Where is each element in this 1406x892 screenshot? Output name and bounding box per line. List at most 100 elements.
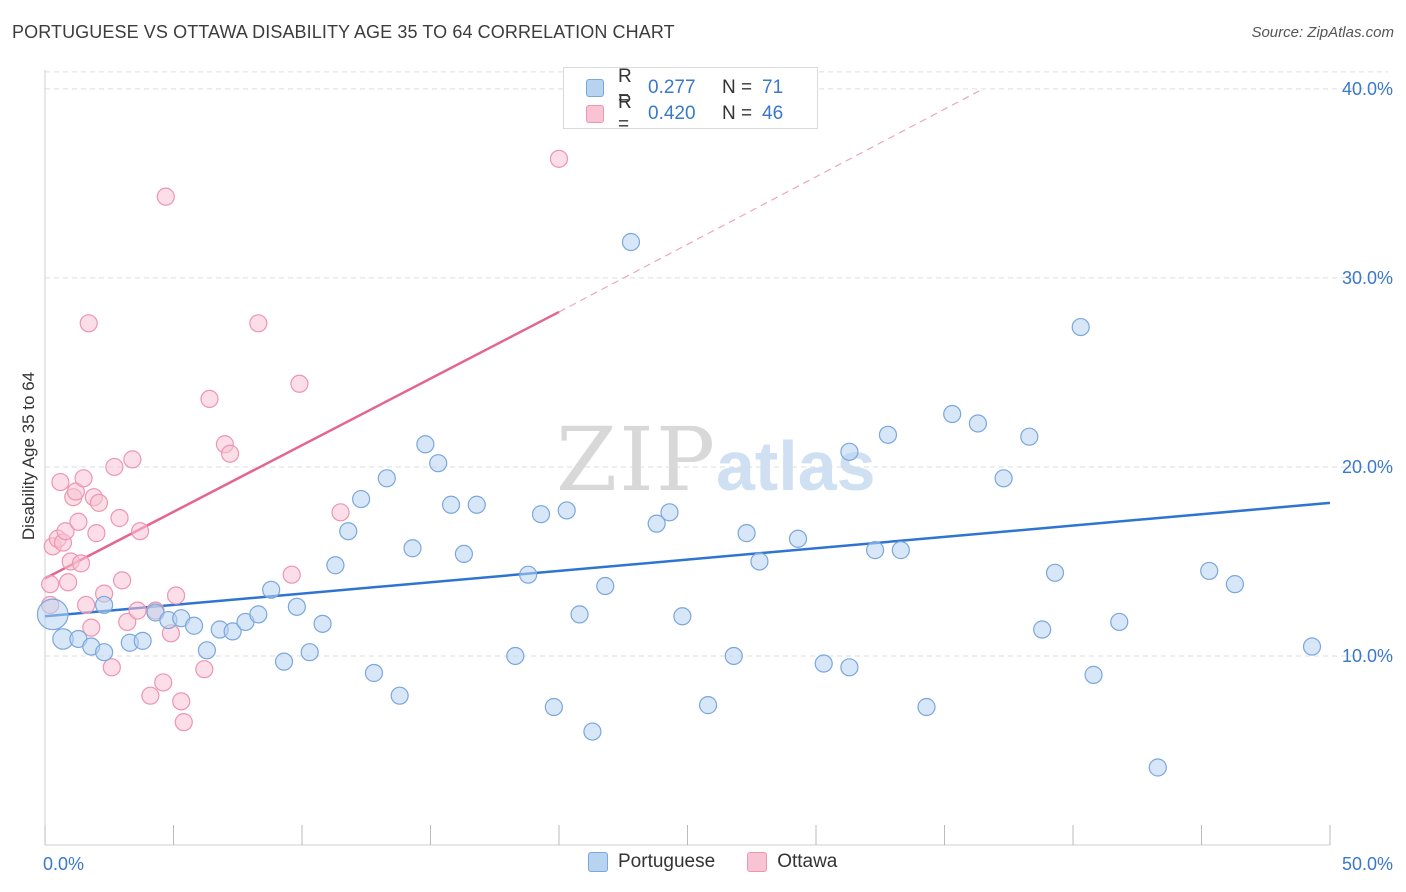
r-value: 0.420 bbox=[648, 103, 696, 124]
portuguese-point bbox=[724, 646, 743, 666]
gridlines bbox=[45, 71, 1388, 657]
source-label: Source: ZipAtlas.com bbox=[1251, 24, 1394, 41]
watermark-atlas: atlas bbox=[716, 427, 876, 505]
ottawa-point bbox=[82, 618, 101, 637]
portuguese-point bbox=[583, 722, 602, 741]
portuguese-point bbox=[287, 597, 306, 616]
legend-swatch-ottawa bbox=[747, 852, 768, 872]
ottawa-point bbox=[195, 660, 214, 679]
ottawa-point bbox=[130, 522, 150, 541]
n-value: 46 bbox=[762, 103, 784, 124]
ottawa-point bbox=[105, 457, 124, 477]
watermark: ZIP atlas bbox=[556, 408, 876, 511]
ottawa-point bbox=[141, 686, 160, 705]
portuguese-point bbox=[994, 469, 1013, 488]
ottawa-point bbox=[174, 713, 193, 732]
portuguese-point bbox=[814, 654, 833, 673]
portuguese-point bbox=[866, 541, 885, 560]
portuguese-point bbox=[326, 556, 345, 575]
portuguese-point bbox=[364, 663, 384, 683]
portuguese-point bbox=[36, 598, 69, 631]
portuguese-point bbox=[570, 605, 589, 624]
portuguese-point bbox=[274, 652, 294, 671]
ottawa-point bbox=[172, 692, 191, 711]
ottawa-point bbox=[166, 586, 186, 605]
ottawa-point bbox=[112, 571, 132, 590]
ottawa-point bbox=[331, 503, 350, 522]
legend-item-portuguese[interactable]: Portuguese bbox=[588, 851, 715, 873]
portuguese-point bbox=[1020, 427, 1039, 446]
series-legend: Portuguese Ottawa bbox=[588, 851, 869, 873]
ottawa-point bbox=[79, 314, 98, 333]
portuguese-point bbox=[1110, 612, 1129, 632]
legend-swatch-portuguese bbox=[586, 79, 604, 97]
portuguese-point bbox=[403, 539, 422, 558]
portuguese-point bbox=[197, 641, 217, 660]
portuguese-point bbox=[223, 622, 242, 641]
portuguese-point bbox=[262, 580, 281, 599]
ottawa-point bbox=[71, 554, 91, 573]
ottawa-point bbox=[74, 469, 93, 488]
portuguese-point bbox=[891, 541, 910, 560]
portuguese-point bbox=[506, 646, 525, 666]
portuguese-point bbox=[647, 514, 666, 533]
axes bbox=[44, 70, 1331, 846]
ottawa-point bbox=[249, 314, 268, 333]
portuguese-point bbox=[352, 489, 371, 509]
ottawa-point bbox=[118, 612, 137, 632]
ottawa-point bbox=[549, 149, 569, 168]
x-tick-label: 50.0% bbox=[1342, 854, 1393, 874]
portuguese-point bbox=[1302, 637, 1322, 656]
portuguese-point bbox=[557, 501, 576, 520]
tick-labels: 10.0% 20.0% 30.0% 40.0% 0.0% 50.0% bbox=[43, 79, 1393, 874]
portuguese-point bbox=[133, 631, 152, 650]
ottawa-point bbox=[41, 575, 60, 594]
portuguese-point bbox=[441, 495, 461, 514]
legend-item-ottawa[interactable]: Ottawa bbox=[747, 851, 837, 873]
portuguese-point bbox=[621, 232, 641, 252]
ottawa-point bbox=[102, 658, 121, 677]
ottawa-point bbox=[51, 472, 70, 492]
ottawa-point bbox=[110, 508, 129, 528]
portuguese-point bbox=[917, 697, 936, 717]
portuguese-point bbox=[377, 469, 396, 488]
r-label: R = bbox=[618, 92, 632, 135]
x-tick-label: 0.0% bbox=[43, 854, 84, 874]
ottawa-point bbox=[290, 374, 309, 393]
portuguese-point bbox=[840, 442, 859, 461]
portuguese-points bbox=[36, 232, 1322, 777]
portuguese-point bbox=[1084, 665, 1103, 684]
chart-title: PORTUGUESE VS OTTAWA DISABILITY AGE 35 T… bbox=[12, 22, 675, 42]
portuguese-point bbox=[840, 658, 859, 677]
portuguese-point bbox=[1045, 563, 1065, 582]
portuguese-point bbox=[454, 544, 474, 564]
y-tick-label: 30.0% bbox=[1342, 268, 1393, 288]
portuguese-point bbox=[429, 454, 448, 473]
legend-row-portuguese: R = 0.277 N = 71 bbox=[586, 66, 783, 109]
ottawa-point bbox=[282, 565, 301, 584]
portuguese-point bbox=[531, 505, 551, 524]
ottawa-point bbox=[200, 389, 219, 409]
portuguese-trend-line bbox=[44, 501, 1331, 618]
n-label: N = bbox=[722, 77, 753, 98]
portuguese-point bbox=[416, 435, 435, 454]
portuguese-point bbox=[339, 522, 358, 541]
legend-swatch-portuguese bbox=[588, 852, 608, 872]
ottawa-point bbox=[220, 444, 240, 463]
ottawa-trend-extension bbox=[558, 88, 984, 313]
ottawa-point bbox=[123, 450, 142, 469]
portuguese-point bbox=[313, 614, 332, 633]
legend-swatch-ottawa bbox=[586, 105, 604, 123]
n-label: N = bbox=[722, 103, 753, 124]
ottawa-point bbox=[87, 524, 106, 543]
legend-row-ottawa: R = 0.420 N = 46 bbox=[586, 92, 784, 135]
r-label: R = bbox=[618, 66, 632, 109]
portuguese-point bbox=[698, 696, 718, 715]
y-axis-label: Disability Age 35 to 64 bbox=[19, 372, 38, 540]
portuguese-point bbox=[95, 643, 114, 662]
portuguese-point bbox=[878, 425, 898, 444]
ottawa-point bbox=[154, 673, 173, 692]
ottawa-point bbox=[56, 522, 75, 541]
portuguese-point bbox=[737, 524, 756, 543]
portuguese-point bbox=[467, 495, 486, 514]
